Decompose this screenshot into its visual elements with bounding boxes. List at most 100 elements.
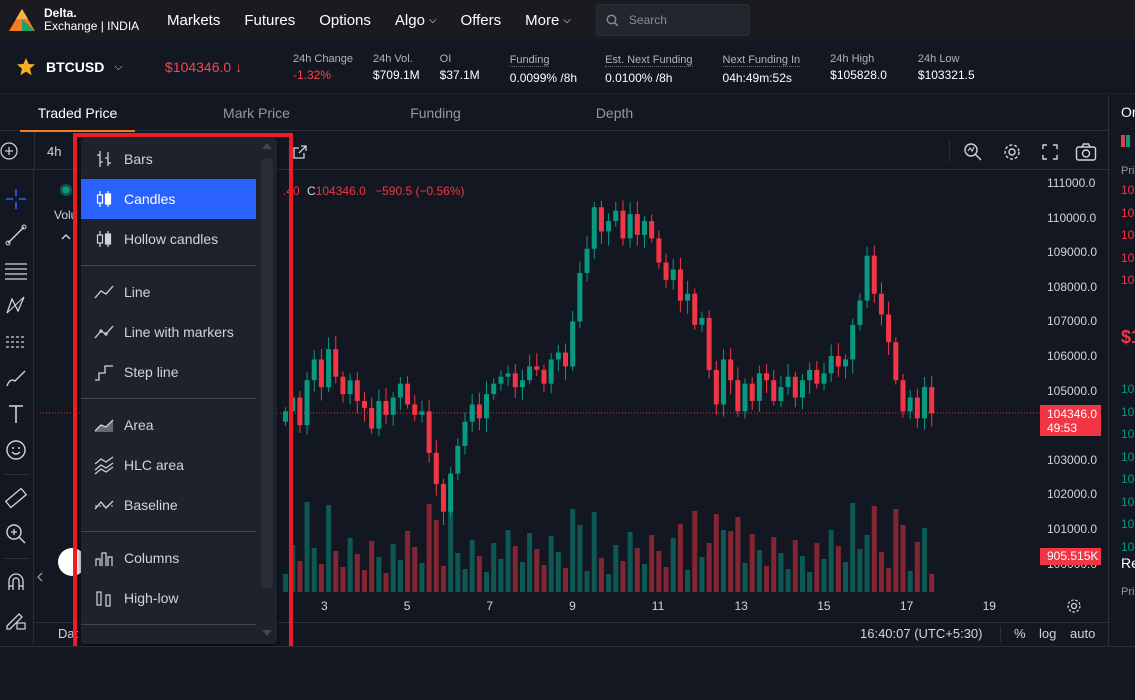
volume-bar (843, 562, 849, 592)
search-box[interactable] (595, 4, 750, 36)
chevron-left-icon[interactable] (36, 571, 44, 583)
clock-display[interactable]: 16:40:07 (UTC+5:30) (860, 626, 983, 641)
menu-separator (81, 624, 256, 625)
volume-bar (886, 568, 892, 592)
orderbook-row[interactable]: 10 (1121, 228, 1135, 242)
fullscreen-icon[interactable] (1041, 143, 1059, 161)
orderbook-row[interactable]: 10 (1121, 472, 1135, 486)
tab-traded-price[interactable]: Traded Price (0, 95, 155, 132)
menu-item-candles[interactable]: Candles (81, 179, 256, 219)
emoji-icon[interactable] (3, 437, 29, 463)
price-chart[interactable] (0, 132, 1108, 645)
ruler-icon[interactable] (3, 485, 29, 511)
interval-button[interactable]: 4h (47, 144, 62, 159)
orderbook-row[interactable]: 10 (1121, 382, 1135, 396)
camera-icon[interactable] (1075, 142, 1097, 162)
orderbook-row[interactable]: 10 (1121, 494, 1135, 509)
lock-pencil-icon[interactable] (3, 606, 29, 632)
eye-dot-icon[interactable] (58, 182, 74, 198)
search-input[interactable] (626, 12, 737, 28)
zoom-in-icon[interactable] (3, 521, 29, 547)
add-plus-icon[interactable] (0, 142, 18, 160)
volume-bar (606, 574, 612, 592)
orderbook-row[interactable]: 10 (1121, 404, 1135, 419)
candle-body (527, 366, 533, 381)
percent-scale-button[interactable]: % (1014, 626, 1026, 641)
date-axis-label: 11 (651, 599, 665, 613)
orderbook-row[interactable]: 10 (1121, 273, 1135, 287)
volume-bar (541, 565, 547, 592)
menu-item-line[interactable]: Line (81, 272, 256, 312)
star-icon[interactable] (16, 57, 36, 77)
auto-scale-button[interactable]: auto (1070, 626, 1096, 641)
crosshair-icon[interactable] (3, 186, 29, 212)
orderbook-row[interactable]: 10 (1121, 539, 1135, 554)
pattern-icon[interactable] (3, 293, 29, 319)
candle-body (440, 484, 446, 512)
tab-mark-price[interactable]: Mark Price (223, 104, 290, 121)
scroll-down-icon[interactable] (261, 628, 273, 638)
popout-icon[interactable] (292, 144, 308, 160)
volume-bar (455, 553, 461, 592)
fib-retracement-icon[interactable] (3, 257, 29, 283)
candle-body (591, 207, 597, 249)
orderbook-row[interactable]: 10 (1121, 517, 1135, 531)
orderbook-row[interactable]: 10 (1121, 183, 1135, 197)
orderbook-row[interactable]: 10 (1121, 250, 1135, 265)
menu-item-columns[interactable]: Columns (81, 538, 256, 578)
ticker-bar: BTCUSD ⌵ $104346.0 ↓ 24h Change -1.32% 24… (0, 41, 1135, 94)
stat-next-funding-in: Next Funding In 04h:49m:52s (722, 53, 801, 85)
brand-logo[interactable]: Delta. Exchange | INDIA (8, 6, 158, 34)
candle-body (692, 293, 698, 325)
tab-depth[interactable]: Depth (595, 104, 634, 121)
chevron-down-icon: ⌵ (428, 14, 437, 26)
volume-bar (670, 538, 676, 592)
tab-funding[interactable]: Funding (410, 104, 461, 121)
date-axis[interactable]: 3 5 7 9 11 13 15 17 19 (34, 596, 1040, 618)
candle-body (728, 359, 734, 381)
candle-body (354, 380, 360, 401)
gear-icon[interactable] (1002, 142, 1022, 162)
candle-body (821, 373, 827, 384)
candle-body (670, 269, 676, 280)
chevron-up-icon[interactable] (60, 232, 72, 242)
main-nav: Markets Futures Options Algo ⌵ Offers Mor… (167, 12, 595, 29)
text-icon[interactable] (3, 401, 29, 427)
nav-more[interactable]: More ⌵ (525, 11, 571, 29)
candle-body (764, 373, 770, 381)
nav-markets[interactable]: Markets (167, 11, 221, 29)
orderbook-row[interactable]: 10 (1121, 205, 1135, 220)
log-scale-button[interactable]: log (1039, 626, 1057, 641)
menu-item-line-with-markers[interactable]: Line with markers (81, 312, 256, 352)
menu-item-area[interactable]: Area (81, 405, 256, 445)
prediction-icon[interactable] (3, 329, 29, 355)
nav-options[interactable]: Options (319, 11, 371, 29)
nav-offers[interactable]: Offers (460, 11, 502, 29)
volume-bar (347, 538, 353, 592)
nav-futures[interactable]: Futures (244, 11, 296, 29)
orderbook-row[interactable]: 10 (1121, 449, 1135, 464)
brush-icon[interactable] (3, 365, 29, 391)
orderbook-row[interactable]: 10 (1121, 427, 1135, 441)
menu-item-hlc-area[interactable]: HLC area (81, 445, 256, 485)
menu-item-high-low[interactable]: High-low (81, 578, 256, 618)
menu-item-hollow-candles[interactable]: Hollow candles (81, 219, 256, 259)
volume-bar (649, 535, 655, 592)
candle-body (807, 369, 813, 381)
symbol-selector[interactable]: BTCUSD ⌵ (16, 57, 165, 77)
magnet-icon[interactable] (3, 570, 29, 596)
menu-scrollbar[interactable] (261, 158, 273, 589)
trend-line-icon[interactable] (3, 222, 29, 248)
menu-item-baseline[interactable]: Baseline (81, 485, 256, 525)
volume-bar (821, 559, 827, 592)
volume-bar (893, 509, 899, 592)
menu-item-step-line[interactable]: Step line (81, 352, 256, 392)
menu-item-bars[interactable]: Bars (81, 139, 256, 179)
candle-body (376, 400, 382, 429)
scroll-up-icon[interactable] (261, 141, 273, 151)
volume-bar (749, 534, 755, 592)
nav-algo[interactable]: Algo ⌵ (394, 11, 437, 29)
indicator-search-icon[interactable] (963, 142, 983, 162)
axis-settings-icon[interactable] (1066, 598, 1082, 614)
volume-bar (318, 564, 324, 592)
